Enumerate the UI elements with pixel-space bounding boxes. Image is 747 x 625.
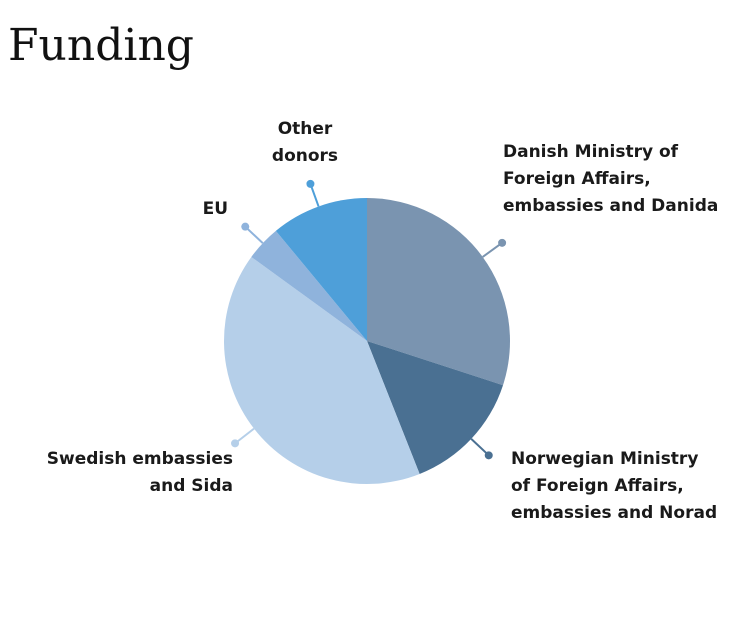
leader-dot <box>498 238 507 247</box>
label-line: EU <box>203 199 228 219</box>
label-line: donors <box>272 146 338 166</box>
leader-line <box>482 242 503 258</box>
leader-dot <box>231 439 240 448</box>
slice-label: EU <box>203 199 228 219</box>
pie-slice <box>367 341 504 474</box>
chart-title: Funding <box>8 20 194 71</box>
label-line: Foreign Affairs, <box>503 169 651 189</box>
label-line: Other <box>278 119 333 139</box>
leader-dot <box>306 179 315 188</box>
slice-label: Swedish embassies and Sida <box>47 449 233 496</box>
label-line: Danish Ministry of <box>503 142 679 162</box>
label-line: embassies and Norad <box>511 503 717 523</box>
pie-slice <box>275 198 367 341</box>
slice-label: Norwegian Ministry of Foreign Affairs, emb… <box>511 449 717 523</box>
pie-slice <box>251 230 367 341</box>
label-line: Swedish embassies <box>47 449 233 469</box>
label-line: Norwegian Ministry <box>511 449 698 469</box>
pie-slice <box>224 256 420 484</box>
label-line: of Foreign Affairs, <box>511 476 684 496</box>
label-line: and Sida <box>150 476 233 496</box>
slice-label: Danish Ministry of Foreign Affairs, embass… <box>503 142 718 216</box>
leader-dot <box>484 451 493 460</box>
leader-dot <box>241 222 250 231</box>
label-line: embassies and Danida <box>503 196 718 216</box>
slice-label: Other donors <box>272 119 338 166</box>
leader-line <box>244 225 264 244</box>
pie-slice <box>367 198 510 386</box>
